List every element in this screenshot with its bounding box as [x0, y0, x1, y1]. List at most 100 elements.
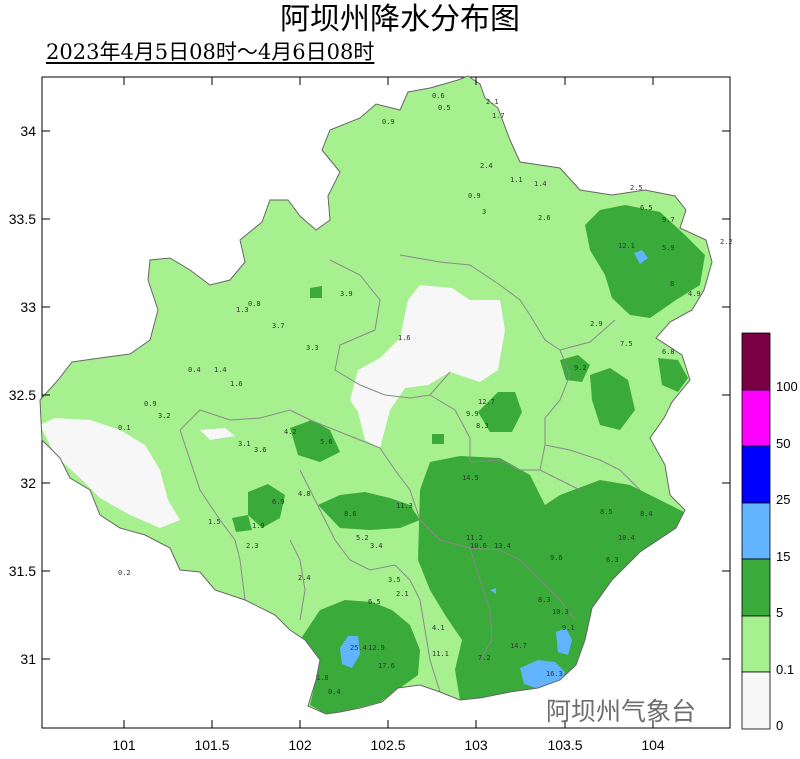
station-value-label: 0.1	[118, 424, 131, 432]
station-value-label: 9.1	[562, 624, 575, 632]
station-value-label: 7.5	[620, 340, 633, 348]
station-value-label: 8.4	[640, 510, 653, 518]
station-value-label: 9.7	[662, 216, 675, 224]
station-value-label: 9.2	[574, 364, 587, 372]
station-value-label: 2.5	[630, 184, 643, 192]
station-value-label: 4.8	[298, 490, 311, 498]
x-tick-label: 103	[464, 737, 488, 753]
rain-zone-south	[300, 600, 420, 714]
legend-label: 100	[776, 379, 798, 394]
watermark: 阿坝州气象台	[546, 697, 697, 726]
station-value-label: 2.1	[486, 98, 499, 106]
y-tick-label: 31.5	[9, 563, 36, 579]
legend-swatch	[741, 332, 771, 391]
y-tick-label: 31	[20, 651, 36, 667]
station-value-label: 0.4	[328, 688, 341, 696]
axis-tick-marks	[42, 77, 730, 728]
station-value-label: 0.6	[432, 92, 445, 100]
station-value-label: 17.6	[378, 662, 395, 670]
station-value-label: 12.1	[618, 242, 635, 250]
station-value-label: 3.4	[370, 542, 383, 550]
precipitation-legend: 100 50 25 15 5 0.1 0	[741, 332, 798, 733]
station-value-label: 6.5	[640, 204, 653, 212]
station-value-label: 3.7	[272, 322, 285, 330]
legend-label: 15	[776, 549, 790, 564]
station-value-label: 3.1	[238, 440, 251, 448]
legend-label: 50	[776, 436, 790, 451]
station-value-label: 2.3	[246, 542, 259, 550]
station-value-label: 11.2	[466, 534, 483, 542]
legend-swatch	[741, 615, 771, 673]
x-tick-label: 101.5	[194, 737, 229, 753]
x-tick-label: 102.5	[370, 737, 405, 753]
precipitation-fill	[40, 76, 712, 714]
x-tick-label: 103.5	[547, 737, 582, 753]
station-value-label: 1.3	[236, 306, 249, 314]
y-tick-label: 32	[20, 475, 36, 491]
no-rain-zone-west	[40, 418, 180, 528]
legend-label: 0.1	[776, 662, 794, 677]
station-value-label: 9.9	[466, 410, 479, 418]
legend-label: 25	[776, 492, 790, 507]
station-value-label: 10.6	[470, 542, 487, 550]
station-value-label: 11.1	[432, 650, 449, 658]
legend-swatch	[741, 671, 771, 730]
station-value-labels: 0.60.50.92.11.72.41.1 1.40.932.62.56.59.7…	[118, 92, 733, 696]
station-value-label: 16.3	[546, 670, 563, 678]
station-value-label: 3.9	[340, 290, 353, 298]
station-value-label: 0.9	[382, 118, 395, 126]
station-value-label: 4.1	[432, 624, 445, 632]
legend-swatch	[741, 502, 771, 560]
station-value-label: 7.2	[478, 654, 491, 662]
station-value-label: 1.1	[510, 176, 523, 184]
legend-swatch	[741, 389, 771, 447]
station-value-label: 9.6	[550, 554, 563, 562]
station-value-label: 0.2	[118, 569, 131, 577]
station-value-label: 6.9	[272, 498, 285, 506]
station-value-label: 10.3	[552, 608, 569, 616]
station-value-label: 2.1	[396, 590, 409, 598]
y-tick-label: 34	[20, 123, 36, 139]
y-tick-label: 33	[20, 299, 36, 315]
station-value-label: 8.6	[344, 510, 357, 518]
station-value-label: 1.6	[230, 380, 243, 388]
rain-zone-ne	[585, 205, 705, 318]
station-value-label: 6.3	[606, 556, 619, 564]
station-value-label: 0.8	[248, 300, 261, 308]
station-value-label: 6.8	[662, 348, 675, 356]
station-value-label: 1.4	[534, 180, 547, 188]
station-value-label: 4.9	[688, 290, 701, 298]
station-value-label: 13.4	[494, 542, 511, 550]
station-value-label: 0.9	[468, 192, 481, 200]
x-tick-label: 102	[288, 737, 312, 753]
x-tick-label: 101	[112, 737, 136, 753]
station-value-label: 0.4	[188, 366, 201, 374]
map-subtitle: 2023年4月5日08时～4月6日08时	[46, 40, 375, 64]
station-value-label: 14.5	[462, 474, 479, 482]
station-value-label: 5.2	[356, 534, 369, 542]
station-value-label: 8.3	[476, 422, 489, 430]
station-value-label: 3	[482, 208, 486, 216]
no-rain-zone-center	[350, 285, 505, 448]
y-tick-label: 33.5	[9, 211, 36, 227]
station-value-label: 1.9	[252, 522, 265, 530]
station-value-label: 12.7	[478, 398, 495, 406]
station-value-label: 2.4	[480, 162, 493, 170]
station-value-label: 1.7	[492, 112, 505, 120]
station-value-label: 8.3	[538, 596, 551, 604]
station-value-label: 2.2	[720, 238, 733, 246]
station-value-label: 1.8	[316, 674, 329, 682]
prefecture-boundary	[39, 75, 713, 715]
station-value-label: 10.4	[618, 534, 635, 542]
station-value-label: 3.3	[306, 344, 319, 352]
y-tick-label: 32.5	[9, 387, 36, 403]
station-value-label: 3.6	[254, 446, 267, 454]
station-value-label: 1.4	[214, 366, 227, 374]
station-value-label: 3.5	[388, 576, 401, 584]
legend-label: 5	[776, 605, 783, 620]
station-value-label: 2.9	[590, 320, 603, 328]
station-value-label: 25.4	[350, 644, 367, 652]
station-value-label: 4.2	[284, 428, 297, 436]
county-boundaries	[179, 254, 641, 693]
